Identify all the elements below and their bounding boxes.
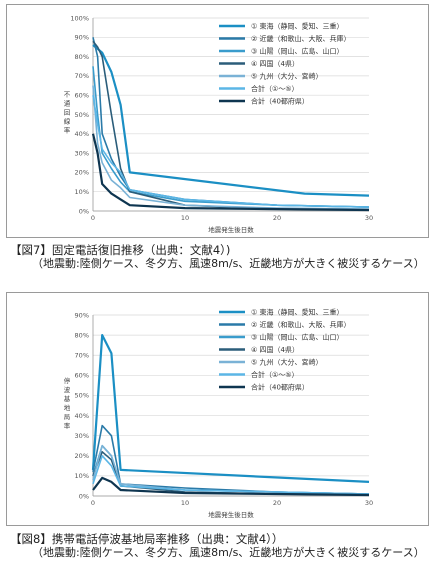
legend-label-1: ① 東海（静岡、愛知、三重） (251, 22, 344, 31)
legend-label-2: ② 近畿（和歌山、大阪、兵庫） (251, 34, 351, 43)
y-tick-label: 60% (75, 372, 89, 380)
y-tick-label: 80% (75, 331, 89, 339)
series-line-1 (91, 333, 370, 483)
y-tick-label: 20% (75, 452, 89, 460)
y-tick-label: 30% (75, 432, 89, 440)
legend-label-3: ③ 山陽（岡山、広島、山口） (251, 333, 344, 342)
y-axis-label-char: 波 (64, 385, 71, 394)
legend-label-4: ④ 四国（4県） (251, 60, 299, 68)
y-axis-label-char: 局 (64, 413, 71, 421)
y-axis-label-char: 率 (64, 421, 71, 430)
legend-label-1: ① 東海（静岡、愛知、三重） (251, 308, 344, 317)
legend-label-7: 合計（40都府県） (251, 97, 309, 106)
x-tick-label: 0 (91, 499, 95, 507)
x-axis-label: 地震発生後日数 (208, 510, 254, 519)
mobile-base-station-chart: 0% 10% 20% 30% 40% 50% 60% 70% 80% 90% 0 10 20 30 地震発生… (64, 308, 373, 520)
figure-7-caption: 【図7】固定電話復旧推移（出典：文献4）) （地震動:陸側ケース、冬夕方、風速8… (10, 243, 425, 271)
figure-8-title: 【図8】携帯電話停波基地局率推移（出典：文献4）） (10, 532, 284, 546)
y-tick-label: 0% (79, 492, 89, 500)
y-tick-label: 40% (75, 412, 89, 420)
y-tick-label: 100% (70, 14, 89, 22)
y-tick-label: 10% (75, 472, 89, 480)
y-tick-label: 10% (75, 188, 89, 196)
y-tick-label: 50% (75, 111, 89, 119)
figure-7-subtitle: （地震動:陸側ケース、冬夕方、風速8m/s、近畿地方が大きく被災するケース） (32, 257, 425, 270)
legend-label-6: 合計（①〜⑤） (251, 370, 299, 379)
y-axis-label-char: 停 (64, 376, 71, 385)
chart-panel-mobile-base-station: 0% 10% 20% 30% 40% 50% 60% 70% 80% 90% 0 10 20 30 地震発生… (6, 292, 429, 526)
y-axis-label-char: 基 (64, 394, 71, 403)
y-axis-label-char: 通 (64, 99, 71, 108)
series-line-4 (92, 451, 370, 496)
legend-label-4: ④ 四国（4県） (251, 346, 299, 354)
y-tick-label: 80% (75, 53, 89, 61)
x-tick-label: 20 (273, 214, 281, 222)
y-tick-label: 0% (79, 207, 89, 215)
x-axis-label: 地震発生後日数 (208, 225, 254, 234)
figure-8-caption: 【図8】携帯電話停波基地局率推移（出典：文献4）） （地震動:陸側ケース、冬夕方… (10, 532, 425, 560)
fixed-phone-chart: 0% 10% 20% 30% 40% 50% 60% 70% 80% 90% 100% 0 10 20 30… (64, 14, 373, 234)
x-tick-label: 30 (365, 214, 373, 222)
y-axis-label-char: 線 (64, 117, 71, 126)
y-tick-label: 70% (75, 72, 89, 80)
series-line-7 (91, 133, 370, 212)
x-tick-label: 30 (365, 499, 373, 507)
x-tick-label: 10 (181, 499, 189, 507)
y-tick-label: 70% (75, 352, 89, 360)
series-line-7 (92, 476, 370, 497)
series-line-5 (92, 85, 370, 210)
legend-label-2: ② 近畿（和歌山、大阪、兵庫） (251, 320, 351, 329)
series-line-6 (92, 455, 370, 495)
y-tick-label: 90% (75, 311, 89, 319)
series-line-6 (92, 95, 370, 208)
series-line-1 (92, 44, 370, 197)
y-tick-label: 30% (75, 149, 89, 157)
figure-7-title: 【図7】固定電話復旧推移（出典：文献4）) (10, 243, 231, 257)
y-tick-label: 20% (75, 169, 89, 177)
y-axis-label-char: 地 (64, 403, 71, 412)
legend-label-6: 合計（①〜⑤） (251, 84, 299, 93)
y-tick-label: 60% (75, 92, 89, 100)
legend-label-7: 合計（40都府県） (251, 383, 309, 392)
y-axis-label-char: 不 (64, 91, 71, 99)
y-tick-label: 40% (75, 130, 89, 138)
legend-label-3: ③ 山陽（岡山、広島、山口） (251, 47, 344, 56)
figure-8-subtitle: （地震動:陸側ケース、冬夕方、風速8m/s、近畿地方が大きく被災するケース） (32, 546, 425, 559)
chart-panel-fixed-phone: 0% 10% 20% 30% 40% 50% 60% 70% 80% 90% 100% 0 10 20 30… (6, 4, 429, 238)
legend-label-5: ⑤ 九州（大分、宮崎） (251, 358, 323, 367)
y-tick-label: 90% (75, 34, 89, 42)
y-axis-label-char: 回 (64, 109, 71, 117)
y-tick-label: 50% (75, 392, 89, 400)
legend-label-5: ⑤ 九州（大分、宮崎） (251, 72, 323, 81)
x-tick-label: 20 (273, 499, 281, 507)
x-tick-label: 10 (181, 214, 189, 222)
y-axis-label-char: 率 (64, 126, 71, 135)
x-tick-label: 0 (91, 214, 95, 222)
